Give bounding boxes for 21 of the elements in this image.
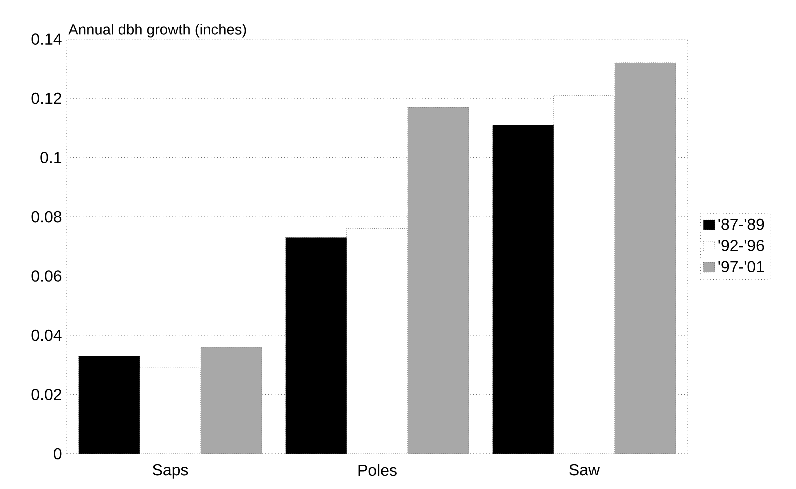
x-tick-label: Poles	[358, 464, 397, 476]
y-tick-label: 0.08	[32, 211, 62, 223]
bar	[492, 124, 554, 454]
y-tick-label: 0.14	[32, 34, 62, 45]
bar	[200, 347, 262, 454]
bar	[78, 356, 140, 454]
legend-label: '97-'01	[718, 261, 764, 273]
legend-label: '87-'89	[718, 218, 764, 230]
bar	[408, 107, 470, 454]
y-tick-label: 0.06	[32, 270, 62, 282]
legend-label: '92-'96	[718, 240, 764, 252]
x-tick-label: Saps	[153, 464, 188, 479]
y-axis-title: Annual dbh growth (inches)	[68, 24, 246, 38]
y-tick-label: 0.1	[40, 152, 62, 164]
bar	[286, 238, 348, 454]
x-tick-label: Saw	[570, 464, 600, 476]
y-tick-label: 0	[54, 448, 62, 460]
y-tick-label: 0.02	[32, 389, 62, 400]
y-tick-label: 0.12	[32, 92, 62, 104]
y-tick-label: 0.04	[32, 330, 62, 342]
bar	[614, 62, 676, 454]
